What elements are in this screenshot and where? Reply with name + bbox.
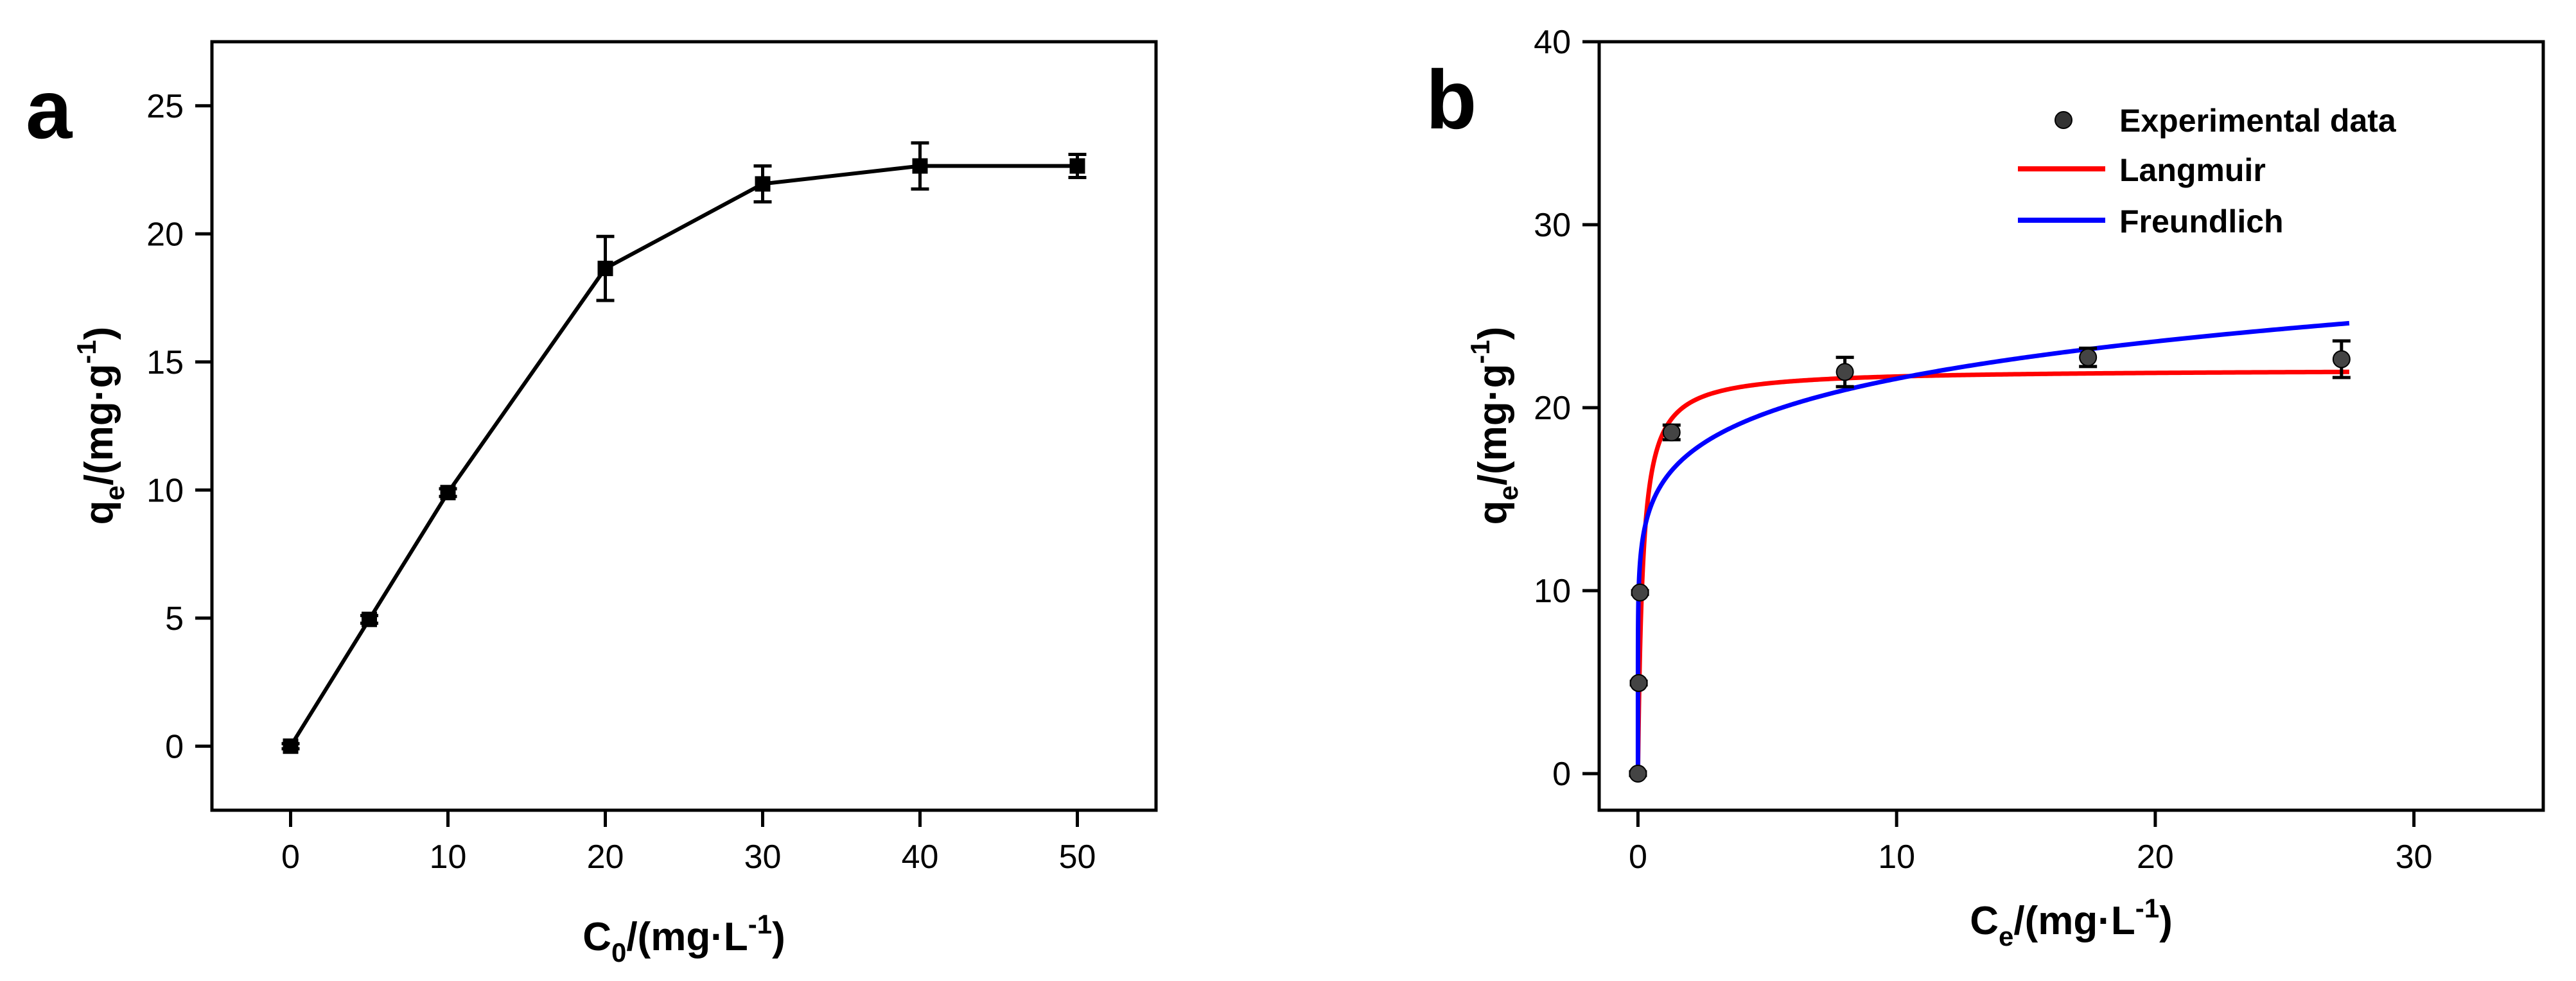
x-tick-label-b-1: 10 bbox=[1878, 838, 1915, 876]
y-tick-label-b-4: 40 bbox=[1534, 24, 1571, 61]
legend-b: Experimental data Langmuir Freundlich bbox=[2018, 103, 2397, 239]
series-line-a bbox=[288, 164, 1078, 747]
series-a bbox=[281, 141, 1087, 754]
data-point-a-3 bbox=[597, 261, 613, 277]
data-point-b-6 bbox=[2332, 350, 2351, 369]
data-point-b-0 bbox=[1629, 765, 1647, 783]
data-point-a-5 bbox=[912, 158, 928, 174]
fit-curves-b bbox=[1635, 320, 2350, 774]
chart-panel-a: a 0 10 20 30 40 50 0 5 10 15 20 25 C0/(mg·L-1) qe/… bbox=[26, 40, 1158, 968]
y-axis-a: 0 5 10 15 20 25 bbox=[146, 88, 212, 765]
y-axis-b: 0 10 20 30 40 bbox=[1534, 24, 1599, 793]
x-axis-a: 0 10 20 30 40 50 bbox=[281, 810, 1096, 876]
y-tick-label-b-1: 10 bbox=[1534, 573, 1571, 610]
data-point-a-0 bbox=[283, 738, 299, 754]
legend-label-freundlich: Freundlich bbox=[2119, 204, 2284, 239]
y-tick-label-b-3: 30 bbox=[1534, 207, 1571, 244]
panel-b-label: b bbox=[1426, 53, 1476, 146]
panel-a-label: a bbox=[26, 62, 73, 156]
legend-label-langmuir: Langmuir bbox=[2119, 152, 2266, 188]
x-tick-label-b-0: 0 bbox=[1629, 838, 1647, 876]
data-point-a-6 bbox=[1069, 158, 1085, 174]
y-tick-label-a-4: 20 bbox=[146, 216, 184, 253]
y-tick-label-a-2: 10 bbox=[146, 472, 184, 509]
x-tick-label-a-2: 20 bbox=[587, 838, 624, 876]
data-point-b-2 bbox=[1631, 583, 1649, 602]
legend-label-experimental: Experimental data bbox=[2119, 103, 2397, 139]
data-point-a-2 bbox=[440, 485, 456, 501]
x-tick-label-b-2: 20 bbox=[2137, 838, 2174, 876]
y-axis-label-b: qe/(mg·g-1) bbox=[1465, 327, 1523, 525]
data-point-a-4 bbox=[755, 176, 771, 192]
data-point-b-4 bbox=[1836, 363, 1854, 381]
data-point-b-1 bbox=[1629, 673, 1648, 692]
x-tick-label-a-4: 40 bbox=[902, 838, 939, 876]
y-tick-label-b-2: 20 bbox=[1534, 390, 1571, 427]
x-axis-b: 0 10 20 30 bbox=[1629, 810, 2433, 876]
y-tick-label-b-0: 0 bbox=[1552, 756, 1571, 793]
data-point-b-3 bbox=[1662, 423, 1681, 442]
x-tick-label-b-3: 30 bbox=[2396, 838, 2433, 876]
x-axis-label-b: Ce/(mg·L-1) bbox=[1970, 893, 2173, 951]
y-tick-label-a-5: 25 bbox=[146, 88, 184, 125]
data-point-a-1 bbox=[362, 611, 377, 627]
chart-panel-b: b 0 10 20 30 0 10 20 30 40 Experimental data La… bbox=[1426, 24, 2545, 951]
y-tick-label-a-3: 15 bbox=[146, 344, 184, 381]
x-tick-label-a-1: 10 bbox=[430, 838, 467, 876]
x-tick-label-a-3: 30 bbox=[744, 838, 782, 876]
x-tick-label-a-5: 50 bbox=[1059, 838, 1096, 876]
data-point-b-5 bbox=[2079, 348, 2098, 367]
plot-frame-b bbox=[1597, 40, 2545, 812]
plot-frame-a bbox=[210, 40, 1158, 812]
y-tick-label-a-0: 0 bbox=[165, 728, 184, 765]
freundlich-curve bbox=[1635, 320, 2350, 774]
legend-marker-experimental bbox=[2055, 111, 2072, 129]
langmuir-curve bbox=[1635, 369, 2349, 774]
x-tick-label-a-0: 0 bbox=[281, 838, 300, 876]
experimental-series-b bbox=[1629, 339, 2351, 783]
y-axis-label-a: qe/(mg·g-1) bbox=[71, 327, 130, 525]
x-axis-label-a: C0/(mg·L-1) bbox=[583, 909, 785, 968]
y-tick-label-a-1: 5 bbox=[165, 600, 184, 638]
